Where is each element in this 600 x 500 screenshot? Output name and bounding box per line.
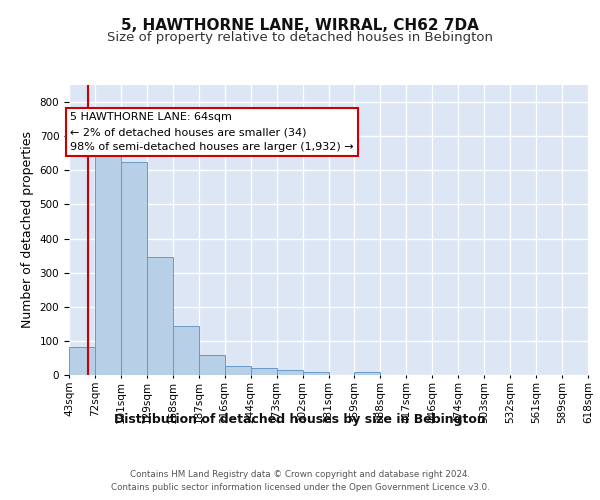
Bar <box>302 372 329 375</box>
Text: Distribution of detached houses by size in Bebington: Distribution of detached houses by size … <box>114 412 486 426</box>
Bar <box>225 366 251 375</box>
Text: 5 HAWTHORNE LANE: 64sqm
← 2% of detached houses are smaller (34)
98% of semi-det: 5 HAWTHORNE LANE: 64sqm ← 2% of detached… <box>70 112 354 152</box>
Text: Size of property relative to detached houses in Bebington: Size of property relative to detached ho… <box>107 31 493 44</box>
Bar <box>121 162 147 375</box>
Bar <box>69 346 95 375</box>
Bar <box>277 370 302 375</box>
Y-axis label: Number of detached properties: Number of detached properties <box>21 132 34 328</box>
Bar <box>95 150 121 375</box>
Text: Contains HM Land Registry data © Crown copyright and database right 2024.
Contai: Contains HM Land Registry data © Crown c… <box>110 470 490 492</box>
Bar <box>199 354 224 375</box>
Bar <box>251 368 277 375</box>
Bar <box>173 326 199 375</box>
Bar <box>355 372 380 375</box>
Text: 5, HAWTHORNE LANE, WIRRAL, CH62 7DA: 5, HAWTHORNE LANE, WIRRAL, CH62 7DA <box>121 18 479 32</box>
Bar <box>147 258 173 375</box>
